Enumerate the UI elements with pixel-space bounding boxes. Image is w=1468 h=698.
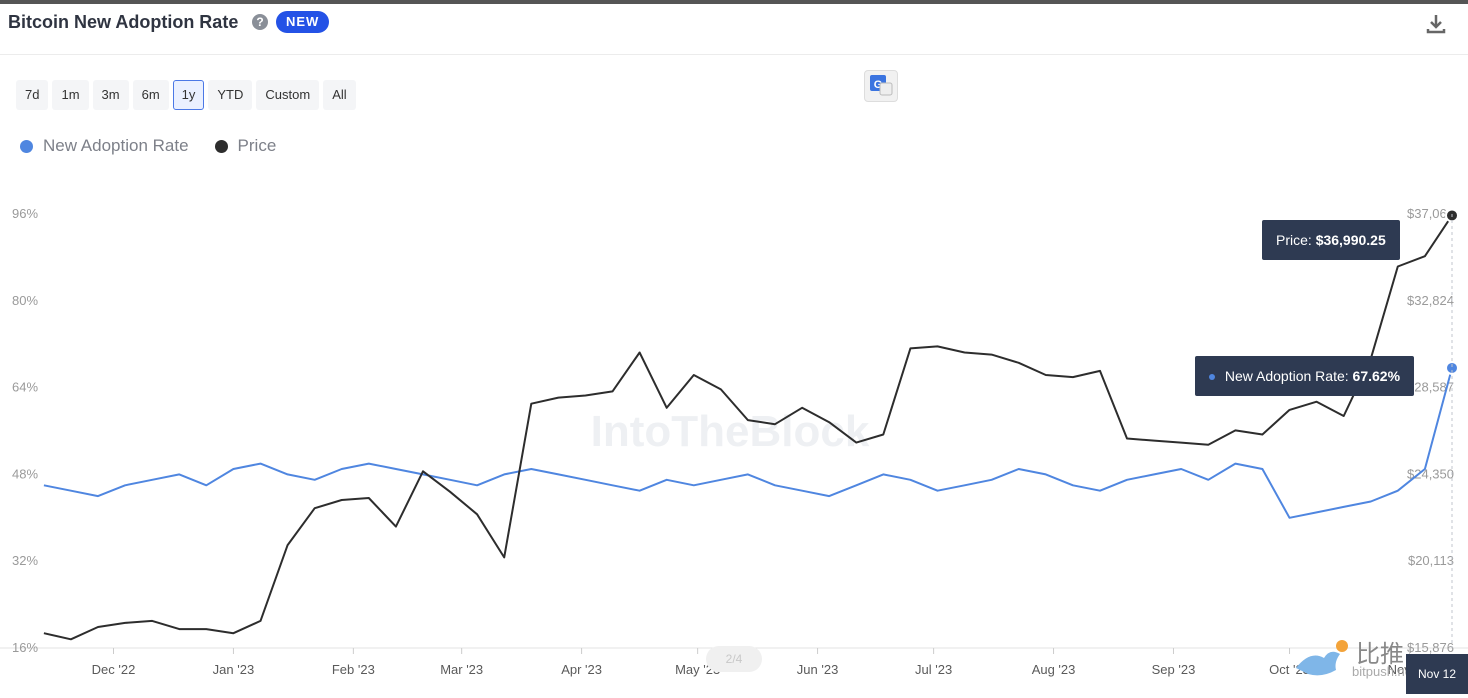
price-line bbox=[43, 214, 1453, 641]
legend-label-price: Price bbox=[237, 136, 277, 155]
x-axis-tick: Apr '23 bbox=[561, 662, 602, 677]
watermark-cn: 比推 bbox=[1356, 641, 1404, 668]
x-axis-tick: Jul '23 bbox=[915, 662, 952, 677]
range-button-all[interactable]: All bbox=[323, 80, 356, 110]
rate-tooltip-label: New Adoption Rate: bbox=[1224, 368, 1349, 384]
left-axis-tick: 48% bbox=[12, 466, 38, 481]
x-axis-tick: Mar '23 bbox=[440, 662, 483, 677]
intotheblock-watermark: IntoTheBlock bbox=[591, 407, 870, 456]
legend-item-rate[interactable]: New Adoption Rate bbox=[20, 136, 189, 156]
right-axis-tick: $24,350 bbox=[1407, 466, 1454, 481]
crosshair-date-chip: Nov 12 bbox=[1406, 654, 1468, 694]
x-axis-tick: Jan '23 bbox=[213, 662, 255, 677]
left-axis-tick: 96% bbox=[12, 206, 38, 221]
rate-tooltip-dot bbox=[1209, 374, 1215, 381]
chart-legend: New Adoption Rate Price bbox=[20, 136, 276, 156]
translate-icon[interactable]: G bbox=[864, 70, 898, 102]
price-tooltip-value: $36,990.25 bbox=[1315, 232, 1386, 248]
right-axis-tick: $20,113 bbox=[1408, 553, 1454, 568]
adoption-rate-marker bbox=[1445, 360, 1459, 375]
left-axis-tick: 16% bbox=[12, 640, 38, 655]
x-axis-tick: Dec '22 bbox=[92, 662, 136, 677]
left-axis-tick: 80% bbox=[12, 293, 38, 308]
x-axis-tick: Feb '23 bbox=[332, 662, 375, 677]
chart-plot[interactable]: 96% 80% 64% 48% 32% 16% $37,061 $32,824 $28,587 $… bbox=[0, 190, 1468, 698]
range-button-ytd[interactable]: YTD bbox=[208, 80, 253, 110]
legend-dot-price bbox=[214, 139, 228, 153]
adoption-rate-line bbox=[43, 367, 1453, 519]
new-badge: NEW bbox=[276, 11, 330, 33]
legend-dot-rate bbox=[20, 139, 33, 153]
x-axis-tick: Sep '23 bbox=[1152, 662, 1196, 677]
time-range-selector: 7d 1m 3m 6m 1y YTD Custom All bbox=[16, 80, 356, 110]
x-axis-tick: Aug '23 bbox=[1032, 662, 1076, 677]
left-axis-tick: 64% bbox=[12, 380, 38, 395]
rate-tooltip: New Adoption Rate: 67.62% bbox=[1195, 356, 1415, 396]
range-button-3m[interactable]: 3m bbox=[92, 80, 129, 110]
range-button-7d[interactable]: 7d bbox=[16, 80, 49, 110]
legend-label-rate: New Adoption Rate bbox=[43, 136, 189, 155]
download-icon[interactable] bbox=[1424, 12, 1448, 36]
range-button-custom[interactable]: Custom bbox=[256, 80, 320, 110]
rate-tooltip-value: 67.62% bbox=[1352, 368, 1401, 384]
svg-text:G: G bbox=[874, 79, 883, 91]
left-axis-tick: 32% bbox=[12, 553, 38, 568]
right-axis-tick: $37,061 bbox=[1407, 206, 1454, 221]
pager-indicator: 2/4 bbox=[706, 646, 762, 672]
right-axis-tick: $28,587 bbox=[1407, 380, 1454, 395]
chart-header: Bitcoin New Adoption Rate ? NEW bbox=[0, 4, 1468, 55]
x-axis-tick: Jun '23 bbox=[797, 662, 839, 677]
range-button-1y[interactable]: 1y bbox=[172, 80, 205, 110]
range-button-1m[interactable]: 1m bbox=[52, 80, 89, 110]
bitpush-bird-logo bbox=[1296, 640, 1348, 676]
right-axis-tick: $32,824 bbox=[1407, 293, 1454, 308]
legend-item-price[interactable]: Price bbox=[214, 136, 277, 156]
right-axis-tick: $15,876 bbox=[1407, 640, 1454, 655]
range-button-6m[interactable]: 6m bbox=[132, 80, 169, 110]
top-border bbox=[0, 0, 1468, 4]
price-tooltip: Price: $36,990.25 bbox=[1262, 220, 1400, 260]
price-tooltip-label: Price: bbox=[1276, 232, 1312, 248]
help-icon[interactable]: ? bbox=[252, 14, 268, 30]
chart-title: Bitcoin New Adoption Rate bbox=[8, 12, 239, 32]
